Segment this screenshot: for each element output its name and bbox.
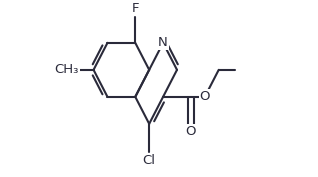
Text: Cl: Cl [143, 154, 156, 167]
Text: CH₃: CH₃ [54, 63, 79, 76]
Text: O: O [186, 125, 196, 138]
Text: O: O [200, 90, 210, 103]
Text: F: F [132, 2, 139, 15]
Text: N: N [158, 36, 168, 49]
